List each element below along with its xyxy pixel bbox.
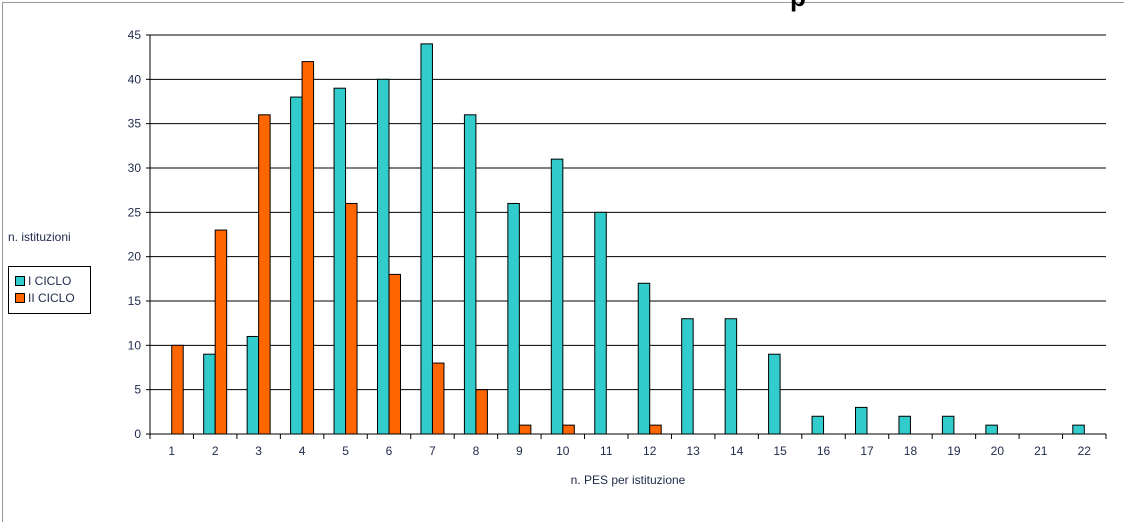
bar-series-2-cat-3 <box>258 114 271 435</box>
x-tick-label-20: 20 <box>991 444 1005 458</box>
y-tick-label-40: 40 <box>128 72 142 86</box>
bar-series-1-cat-16 <box>811 415 825 435</box>
y-tick-label-15: 15 <box>128 294 142 308</box>
bar-series-2-cat-10 <box>562 424 575 435</box>
bar-series-1-cat-20 <box>985 424 998 435</box>
x-tick-label-15: 15 <box>773 444 787 458</box>
legend-swatch-series-1 <box>15 275 25 286</box>
x-tick-label-2: 2 <box>212 444 219 458</box>
bar-series-1-cat-11 <box>594 211 607 435</box>
bar-series-1-cat-22 <box>1072 424 1085 435</box>
bar-series-1-cat-2 <box>203 353 216 435</box>
legend-swatch-series-2 <box>15 292 25 303</box>
legend-item-series-1: I CICLO <box>9 272 90 289</box>
x-tick-label-5: 5 <box>342 444 349 458</box>
bar-series-1-cat-14 <box>724 318 738 435</box>
bar-series-2-cat-6 <box>388 273 401 435</box>
bar-series-2-cat-1 <box>171 344 184 435</box>
x-tick-label-7: 7 <box>429 444 436 458</box>
y-tick-label-25: 25 <box>128 205 142 219</box>
y-tick-label-10: 10 <box>128 338 142 352</box>
bar-series-2-cat-12 <box>649 424 662 435</box>
bar-series-1-cat-19 <box>941 415 955 435</box>
y-tick-label-30: 30 <box>128 161 142 175</box>
bar-series-2-cat-9 <box>518 424 532 435</box>
x-axis-label: n. PES per istituzione <box>571 473 686 487</box>
x-tick-label-16: 16 <box>817 444 831 458</box>
x-tick-label-6: 6 <box>386 444 393 458</box>
bar-series-1-cat-7 <box>420 43 433 435</box>
bar-series-2-cat-4 <box>301 61 315 435</box>
legend-item-series-2: II CICLO <box>9 289 90 306</box>
x-tick-label-9: 9 <box>516 444 523 458</box>
x-tick-label-12: 12 <box>643 444 657 458</box>
bar-series-2-cat-2 <box>214 229 228 435</box>
bar-series-2-cat-5 <box>345 202 358 435</box>
x-tick-label-22: 22 <box>1078 444 1092 458</box>
chart-title-fragment: p <box>790 0 820 10</box>
y-tick-label-0: 0 <box>134 427 141 441</box>
x-tick-label-21: 21 <box>1034 444 1048 458</box>
bar-series-1-cat-6 <box>377 78 390 435</box>
x-tick-label-4: 4 <box>299 444 306 458</box>
bar-series-1-cat-8 <box>463 114 477 435</box>
x-tick-label-17: 17 <box>860 444 874 458</box>
bar-series-1-cat-9 <box>507 202 520 435</box>
x-tick-label-3: 3 <box>255 444 262 458</box>
x-tick-label-8: 8 <box>473 444 480 458</box>
bar-series-1-cat-10 <box>550 158 564 435</box>
y-tick-label-35: 35 <box>128 117 142 131</box>
x-tick-label-19: 19 <box>947 444 961 458</box>
bar-series-1-cat-18 <box>898 415 911 435</box>
bar-series-1-cat-17 <box>855 406 868 435</box>
bar-series-1-cat-5 <box>333 87 347 435</box>
x-tick-label-11: 11 <box>600 444 613 458</box>
bar-series-1-cat-12 <box>637 282 651 435</box>
legend-label-series-1: I CICLO <box>28 273 72 288</box>
x-tick-label-14: 14 <box>730 444 744 458</box>
bar-series-1-cat-15 <box>768 353 781 435</box>
legend: I CICLO II CICLO <box>8 266 91 314</box>
x-tick-label-13: 13 <box>687 444 701 458</box>
y-axis-label: n. istituzioni <box>8 230 71 244</box>
bar-series-1-cat-3 <box>246 335 260 435</box>
x-tick-label-1: 1 <box>168 444 175 458</box>
x-tick-label-18: 18 <box>904 444 918 458</box>
y-tick-label-20: 20 <box>128 250 142 264</box>
x-tick-label-10: 10 <box>556 444 570 458</box>
y-tick-label-45: 45 <box>128 28 142 42</box>
bar-series-2-cat-7 <box>431 362 445 435</box>
bar-series-1-cat-13 <box>681 318 694 435</box>
legend-label-series-2: II CICLO <box>28 290 75 305</box>
bar-series-2-cat-8 <box>475 389 488 435</box>
y-tick-label-5: 5 <box>134 383 141 397</box>
bar-series-1-cat-4 <box>290 96 303 435</box>
